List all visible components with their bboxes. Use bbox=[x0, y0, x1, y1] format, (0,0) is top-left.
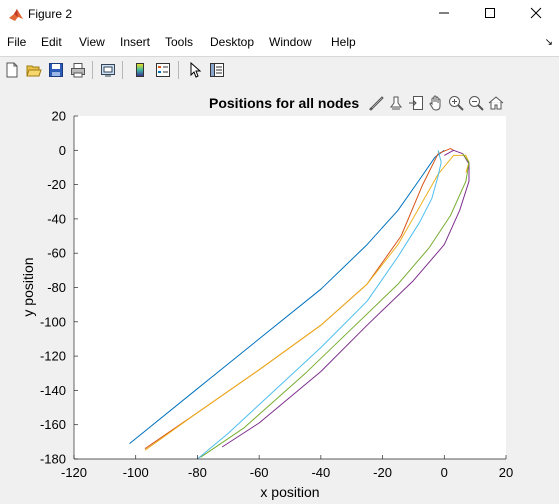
pointer-icon[interactable] bbox=[185, 60, 205, 80]
new-figure-icon[interactable] bbox=[2, 60, 22, 80]
maximize-icon bbox=[484, 6, 496, 24]
print-preview-icon[interactable] bbox=[98, 60, 118, 80]
close-icon bbox=[530, 6, 542, 24]
menu-view[interactable]: View bbox=[79, 35, 105, 49]
close-button[interactable] bbox=[513, 0, 559, 30]
menu-insert[interactable]: Insert bbox=[120, 35, 151, 49]
menu-window[interactable]: Window bbox=[269, 35, 312, 49]
figure-canvas bbox=[0, 83, 559, 504]
export-icon[interactable] bbox=[407, 94, 425, 112]
menu-bar: File Edit View Insert Tools Desktop Wind… bbox=[0, 30, 559, 56]
zoom-in-icon[interactable] bbox=[447, 94, 465, 112]
data-cursor-icon[interactable] bbox=[387, 94, 405, 112]
menu-tools[interactable]: Tools bbox=[165, 35, 194, 49]
colorbar-icon[interactable] bbox=[130, 60, 150, 80]
window-title: Figure 2 bbox=[28, 7, 73, 21]
toolbar-separator bbox=[92, 61, 93, 79]
zoom-out-icon[interactable] bbox=[467, 94, 485, 112]
open-file-icon[interactable] bbox=[24, 60, 44, 80]
print-icon[interactable] bbox=[68, 60, 88, 80]
save-icon[interactable] bbox=[46, 60, 66, 80]
figure-toolbar bbox=[0, 56, 559, 84]
legend-icon[interactable] bbox=[153, 60, 173, 80]
menu-desktop[interactable]: Desktop bbox=[210, 35, 255, 49]
toolbar-separator bbox=[122, 61, 123, 79]
dock-arrow-icon[interactable]: ↘ bbox=[544, 37, 553, 48]
menu-help[interactable]: Help bbox=[331, 35, 356, 49]
minimize-button[interactable] bbox=[421, 0, 467, 30]
pan-icon[interactable] bbox=[427, 94, 445, 112]
home-icon[interactable] bbox=[487, 94, 505, 112]
menu-edit[interactable]: Edit bbox=[41, 35, 62, 49]
brush-icon[interactable] bbox=[367, 94, 385, 112]
title-bar: Figure 2 bbox=[0, 0, 559, 30]
maximize-button[interactable] bbox=[467, 0, 513, 30]
minimize-icon bbox=[438, 6, 450, 24]
toolbar-separator bbox=[178, 61, 179, 79]
menu-file[interactable]: File bbox=[7, 35, 27, 49]
matlab-logo-icon bbox=[8, 7, 24, 23]
property-editor-icon[interactable] bbox=[207, 60, 227, 80]
plot-title: Positions for all nodes bbox=[209, 95, 360, 111]
